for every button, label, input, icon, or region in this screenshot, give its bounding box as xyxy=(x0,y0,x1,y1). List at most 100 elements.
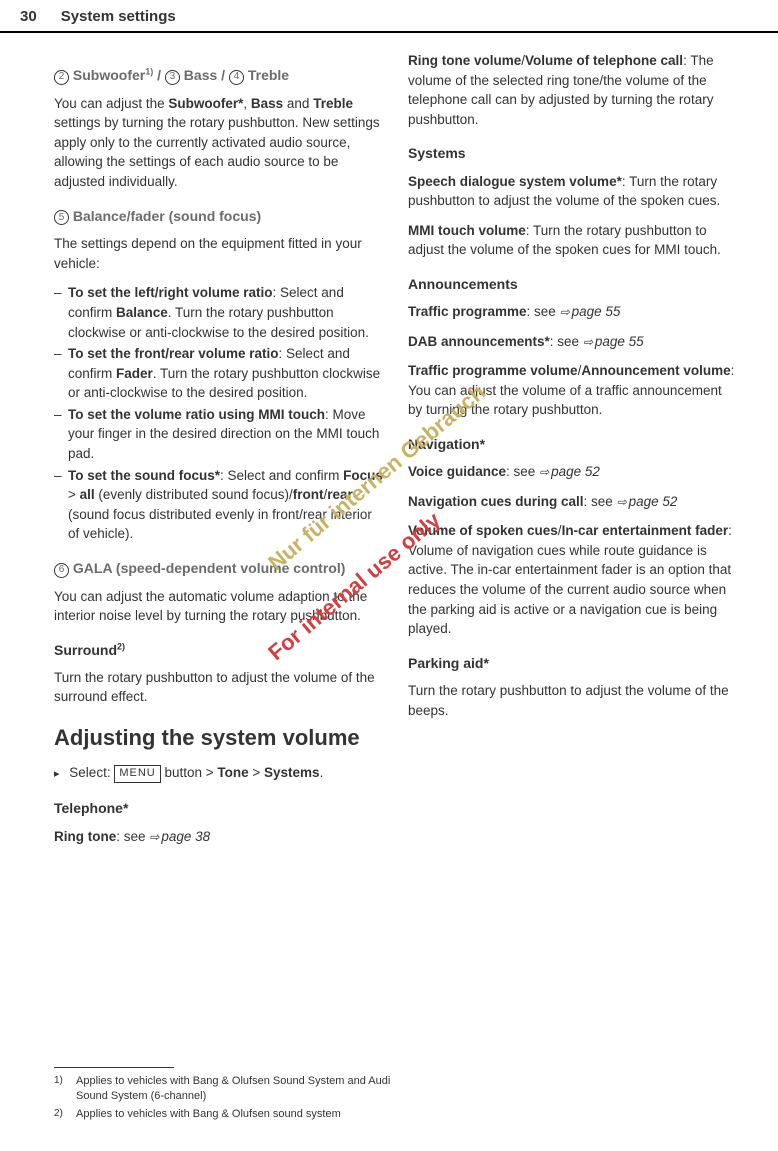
dash-bullet: – xyxy=(54,466,68,544)
bold: Subwoofer* xyxy=(168,96,243,111)
page-header: 30 System settings xyxy=(0,0,778,33)
heading-text: GALA (speed-dependent volume control) xyxy=(69,560,345,576)
bold: Fader xyxy=(116,366,153,381)
paragraph: Traffic programme: see page 55 xyxy=(408,302,738,322)
section-announcements: Announcements xyxy=(408,274,738,294)
text: : see xyxy=(527,304,560,319)
bold: Navigation cues during call xyxy=(408,494,584,509)
section-adjusting-volume: Adjusting the system volume xyxy=(54,725,384,751)
dash-bullet: – xyxy=(54,344,68,403)
footnote-rule xyxy=(54,1067,174,1068)
section-navigation: Navigation* xyxy=(408,434,738,454)
bass-label: Bass / xyxy=(180,67,229,83)
list-body: To set the front/rear volume ratio: Sele… xyxy=(68,344,384,403)
section-gala: 6 GALA (speed-dependent volume control) xyxy=(54,558,384,579)
slash: / xyxy=(153,67,165,83)
section-balance-fader: 5 Balance/fader (sound focus) xyxy=(54,206,384,227)
section-systems: Systems xyxy=(408,143,738,163)
paragraph: Navigation cues during call: see page 52 xyxy=(408,492,738,512)
dash-bullet: – xyxy=(54,405,68,464)
circled-4-icon: 4 xyxy=(229,70,244,85)
list-item: – To set the volume ratio using MMI touc… xyxy=(54,405,384,464)
left-column: 2 Subwoofer1) / 3 Bass / 4 Treble You ca… xyxy=(54,51,384,856)
heading-text: Surround xyxy=(54,642,117,658)
bold: MMI touch volume xyxy=(408,223,526,238)
footnote-mark: 1) xyxy=(54,1074,76,1104)
bold: To set the volume ratio using MMI touch xyxy=(68,407,325,422)
dash-bullet: – xyxy=(54,283,68,342)
bold: Traffic programme volume xyxy=(408,363,578,378)
bold: To set the left/right volume ratio xyxy=(68,285,273,300)
text: : Select and confirm xyxy=(220,468,343,483)
list-body: To set the left/right volume ratio: Sele… xyxy=(68,283,384,342)
text: (sound focus distributed evenly in front… xyxy=(68,507,372,542)
page-ref: page 55 xyxy=(560,304,621,319)
footnote-2-ref: 2) xyxy=(117,641,125,651)
section-subwoofer-bass-treble: 2 Subwoofer1) / 3 Bass / 4 Treble xyxy=(54,65,384,86)
subwoofer-label: Subwoofer xyxy=(73,67,145,83)
paragraph: DAB announcements*: see page 55 xyxy=(408,332,738,352)
bold: Balance xyxy=(116,305,168,320)
section-parking-aid: Parking aid* xyxy=(408,653,738,673)
paragraph: Turn the rotary pushbutton to adjust the… xyxy=(54,668,384,707)
circled-3-icon: 3 xyxy=(165,70,180,85)
list-body: To set the volume ratio using MMI touch:… xyxy=(68,405,384,464)
bold: To set the sound focus* xyxy=(68,468,220,483)
text: (evenly distributed sound focus)/ xyxy=(95,487,293,502)
circled-2-icon: 2 xyxy=(54,70,69,85)
text: settings by turning the rotary pushbutto… xyxy=(54,115,380,189)
paragraph: Voice guidance: see page 52 xyxy=(408,462,738,482)
text: . xyxy=(320,765,324,780)
footnotes: 1) Applies to vehicles with Bang & Olufs… xyxy=(54,1067,394,1125)
treble-label: Treble xyxy=(244,67,289,83)
bold: DAB announcements* xyxy=(408,334,550,349)
text: : Volume of navigation cues while route … xyxy=(408,523,732,636)
heading-text: Balance/fader (sound focus) xyxy=(69,208,261,224)
bold: all xyxy=(80,487,95,502)
page-ref: page 38 xyxy=(149,829,210,844)
paragraph: Turn the rotary pushbutton to adjust the… xyxy=(408,681,738,720)
bold: Tone xyxy=(217,765,248,780)
bold: Treble xyxy=(313,96,353,111)
list-item: – To set the left/right volume ratio: Se… xyxy=(54,283,384,342)
menu-button-icon: MENU xyxy=(114,765,160,783)
list-item: – To set the front/rear volume ratio: Se… xyxy=(54,344,384,403)
bold: Ring tone volume xyxy=(408,53,521,68)
bold: Focus xyxy=(343,468,383,483)
footnote-text: Applies to vehicles with Bang & Olufsen … xyxy=(76,1074,394,1104)
section-surround: Surround2) xyxy=(54,640,384,660)
content-area: 2 Subwoofer1) / 3 Bass / 4 Treble You ca… xyxy=(0,51,778,856)
bold: Volume of telephone call xyxy=(525,53,683,68)
footnote-1: 1) Applies to vehicles with Bang & Olufs… xyxy=(54,1074,394,1104)
bold: To set the front/rear volume ratio xyxy=(68,346,279,361)
bold: Systems xyxy=(264,765,320,780)
page-number: 30 xyxy=(20,8,37,25)
bold: Volume of spoken cues xyxy=(408,523,558,538)
page-ref: page 52 xyxy=(539,464,600,479)
bold: Traffic programme xyxy=(408,304,527,319)
bold: In-car entertainment fader xyxy=(562,523,729,538)
paragraph: Ring tone: see page 38 xyxy=(54,827,384,847)
bold: Voice guidance xyxy=(408,464,506,479)
footnote-2: 2) Applies to vehicles with Bang & Olufs… xyxy=(54,1107,394,1122)
paragraph: Speech dialogue system volume*: Turn the… xyxy=(408,172,738,211)
paragraph: The settings depend on the equipment fit… xyxy=(54,234,384,273)
circled-6-icon: 6 xyxy=(54,563,69,578)
text: : see xyxy=(550,334,583,349)
header-title: System settings xyxy=(61,8,176,25)
paragraph: Ring tone volume/Volume of telephone cal… xyxy=(408,51,738,129)
text: Select: xyxy=(69,765,114,780)
right-column: Ring tone volume/Volume of telephone cal… xyxy=(408,51,738,856)
bold: rear xyxy=(327,487,353,502)
circled-5-icon: 5 xyxy=(54,210,69,225)
text: : see xyxy=(116,829,149,844)
paragraph: Volume of spoken cues/In-car entertainme… xyxy=(408,521,738,638)
page-ref: page 52 xyxy=(617,494,678,509)
paragraph: MMI touch volume: Turn the rotary pushbu… xyxy=(408,221,738,260)
footnote-text: Applies to vehicles with Bang & Olufsen … xyxy=(76,1107,394,1122)
page-ref: page 55 xyxy=(583,334,644,349)
text: > xyxy=(249,765,264,780)
text: , xyxy=(243,96,251,111)
list-body: To set the sound focus*: Select and conf… xyxy=(68,466,384,544)
paragraph: You can adjust the automatic volume adap… xyxy=(54,587,384,626)
